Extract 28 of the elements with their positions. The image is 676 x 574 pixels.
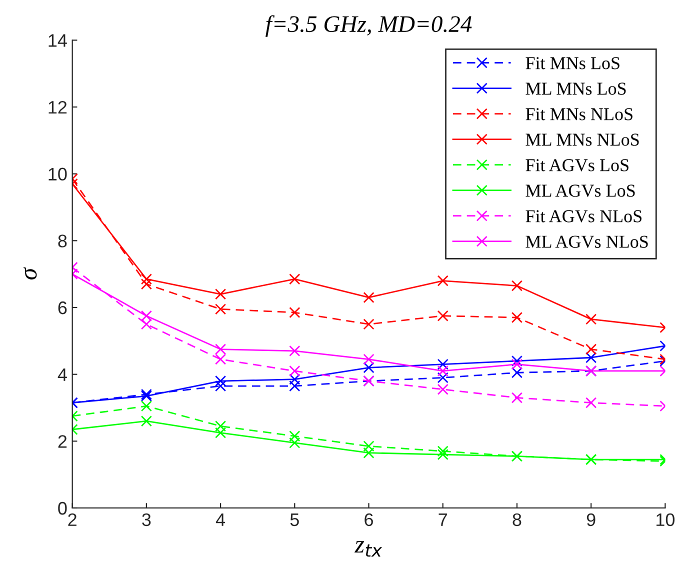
- legend-label: Fit AGVs NLoS: [526, 210, 642, 222]
- legend-label: Fit MNs NLoS: [526, 108, 632, 120]
- y-tick-label: 8: [58, 234, 67, 248]
- y-tick-label: 2: [58, 435, 67, 448]
- chart-title: f=3.5 GHz, MD=0.24: [266, 15, 472, 37]
- y-tick-label: 12: [48, 100, 67, 114]
- legend-label: ML AGVs LoS: [526, 184, 635, 197]
- x-tick-label: 2: [68, 513, 76, 526]
- x-tick-label: 9: [586, 513, 596, 526]
- x-tick-label: 4: [216, 514, 226, 526]
- y-tick-label: 6: [58, 301, 67, 314]
- x-tick-label: 3: [142, 513, 151, 526]
- y-axis-title: σ: [24, 267, 37, 280]
- legend-label: Fit MNs LoS: [526, 57, 620, 70]
- legend-label: Fit AGVs LoS: [526, 159, 628, 172]
- y-tick-label: 0: [58, 502, 67, 515]
- y-tick-label: 14: [48, 34, 67, 47]
- y-tick-label: 4: [58, 368, 67, 381]
- x-axis-title: z$_{tx}$: [354, 541, 382, 557]
- x-tick-label: 5: [290, 514, 299, 526]
- legend-label: ML MNs NLoS: [526, 134, 639, 146]
- legend-label: ML AGVs NLoS: [526, 236, 648, 248]
- x-tick-label: 8: [512, 513, 522, 526]
- x-tick-label: 10: [656, 513, 675, 526]
- x-tick-label: 6: [364, 513, 373, 526]
- legend-label: ML MNs LoS: [526, 82, 626, 95]
- y-tick-label: 10: [48, 168, 67, 181]
- x-tick-label: 7: [438, 514, 447, 526]
